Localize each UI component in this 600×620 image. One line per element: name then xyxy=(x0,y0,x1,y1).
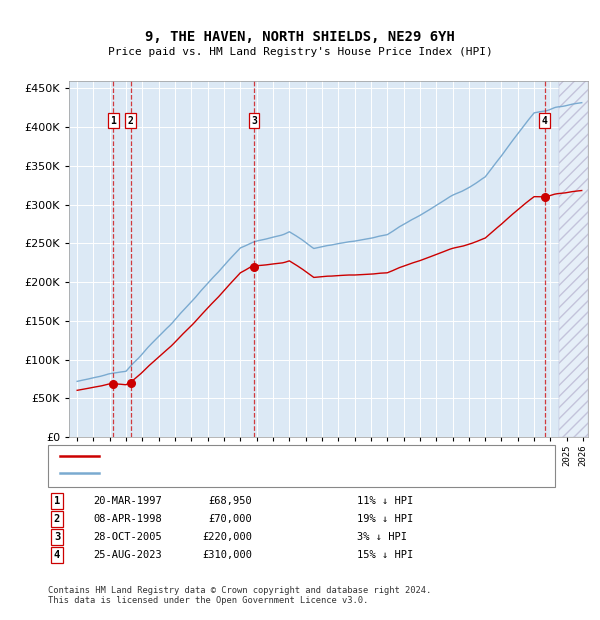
Text: 9, THE HAVEN, NORTH SHIELDS, NE29 6YH (detached house): 9, THE HAVEN, NORTH SHIELDS, NE29 6YH (d… xyxy=(103,451,427,461)
Bar xyxy=(559,81,588,437)
Text: 20-MAR-1997: 20-MAR-1997 xyxy=(93,496,162,506)
Text: 9, THE HAVEN, NORTH SHIELDS, NE29 6YH: 9, THE HAVEN, NORTH SHIELDS, NE29 6YH xyxy=(145,30,455,44)
Text: Price paid vs. HM Land Registry's House Price Index (HPI): Price paid vs. HM Land Registry's House … xyxy=(107,47,493,57)
Bar xyxy=(559,81,588,437)
Text: 28-OCT-2005: 28-OCT-2005 xyxy=(93,532,162,542)
Text: 2: 2 xyxy=(54,514,60,524)
Text: Contains HM Land Registry data © Crown copyright and database right 2024.
This d: Contains HM Land Registry data © Crown c… xyxy=(48,586,431,605)
Text: £70,000: £70,000 xyxy=(208,514,252,524)
Text: 3: 3 xyxy=(54,532,60,542)
Text: £68,950: £68,950 xyxy=(208,496,252,506)
Text: HPI: Average price, detached house, North Tyneside: HPI: Average price, detached house, Nort… xyxy=(103,468,403,478)
Text: 3% ↓ HPI: 3% ↓ HPI xyxy=(357,532,407,542)
Text: 2: 2 xyxy=(128,116,133,126)
Text: 15% ↓ HPI: 15% ↓ HPI xyxy=(357,550,413,560)
Text: 19% ↓ HPI: 19% ↓ HPI xyxy=(357,514,413,524)
Text: 4: 4 xyxy=(542,116,548,126)
Text: £220,000: £220,000 xyxy=(202,532,252,542)
Text: 08-APR-1998: 08-APR-1998 xyxy=(93,514,162,524)
Text: 11% ↓ HPI: 11% ↓ HPI xyxy=(357,496,413,506)
Text: £310,000: £310,000 xyxy=(202,550,252,560)
Text: 4: 4 xyxy=(54,550,60,560)
Text: 25-AUG-2023: 25-AUG-2023 xyxy=(93,550,162,560)
Text: 1: 1 xyxy=(54,496,60,506)
Text: 1: 1 xyxy=(110,116,116,126)
Text: 3: 3 xyxy=(251,116,257,126)
